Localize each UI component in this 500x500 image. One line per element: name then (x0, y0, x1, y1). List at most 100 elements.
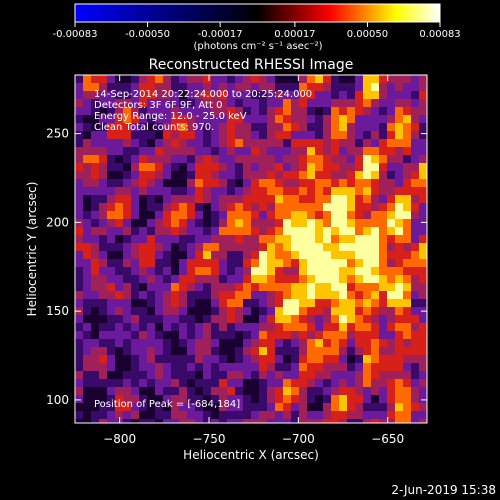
heatmap-cell (227, 379, 235, 387)
heatmap-cell (371, 75, 379, 83)
heatmap-cell (83, 275, 91, 283)
heatmap-cell (123, 187, 131, 195)
heatmap-cell (395, 179, 403, 187)
heatmap-cell (387, 235, 395, 243)
heatmap-cell (363, 251, 371, 259)
heatmap-cell (267, 147, 275, 155)
heatmap-cell (243, 403, 251, 411)
heatmap-cell (163, 331, 171, 339)
heatmap-cell (155, 123, 163, 131)
heatmap-cell (123, 299, 131, 307)
heatmap-cell (411, 267, 419, 275)
heatmap-cell (147, 91, 155, 99)
heatmap-cell (163, 147, 171, 155)
heatmap-cell (235, 411, 243, 419)
heatmap-cell (179, 115, 187, 123)
heatmap-cell (251, 227, 259, 235)
heatmap-cell (291, 307, 299, 315)
heatmap-cell (75, 411, 83, 419)
heatmap-cell (115, 123, 123, 131)
heatmap-cell (251, 155, 259, 163)
heatmap-cell (259, 419, 267, 423)
heatmap-cell (227, 219, 235, 227)
heatmap-cell (307, 179, 315, 187)
heatmap-cell (139, 331, 147, 339)
heatmap-cell (227, 331, 235, 339)
heatmap-cell (187, 307, 195, 315)
heatmap-cell (291, 267, 299, 275)
heatmap-cell (403, 187, 411, 195)
heatmap-cell (355, 363, 363, 371)
heatmap-cell (91, 307, 99, 315)
colorbar-tick-label: -0.00050 (125, 29, 170, 40)
heatmap-cell (275, 299, 283, 307)
heatmap-cell (195, 235, 203, 243)
heatmap-cell (235, 243, 243, 251)
heatmap-cell (107, 147, 115, 155)
heatmap-cell (323, 291, 331, 299)
heatmap-cell (331, 227, 339, 235)
heatmap-cell (275, 395, 283, 403)
heatmap-cell (307, 227, 315, 235)
heatmap-cell (259, 219, 267, 227)
colorbar-tick-label: 0.00017 (274, 29, 315, 40)
heatmap-cell (299, 355, 307, 363)
heatmap-cell (307, 235, 315, 243)
heatmap-cell (195, 131, 203, 139)
heatmap-cell (267, 83, 275, 91)
heatmap-cell (307, 379, 315, 387)
heatmap-cell (195, 371, 203, 379)
heatmap-cell (75, 115, 83, 123)
heatmap-cell (259, 155, 267, 163)
heatmap-cell (387, 387, 395, 395)
heatmap-cell (339, 187, 347, 195)
heatmap-cell (347, 403, 355, 411)
heatmap-cell (107, 275, 115, 283)
heatmap-cell (331, 419, 339, 423)
heatmap-cell (259, 363, 267, 371)
heatmap-cell (131, 163, 139, 171)
heatmap-cell (107, 267, 115, 275)
heatmap-cell (267, 123, 275, 131)
heatmap-cell (203, 227, 211, 235)
heatmap-cell (227, 275, 235, 283)
heatmap-cell (299, 179, 307, 187)
heatmap-cell (339, 235, 347, 243)
heatmap-cell (363, 171, 371, 179)
heatmap-cell (251, 179, 259, 187)
heatmap-cell (363, 379, 371, 387)
heatmap-cell (347, 395, 355, 403)
heatmap-cell (347, 91, 355, 99)
heatmap-cell (131, 147, 139, 155)
heatmap-cell (379, 331, 387, 339)
heatmap-cell (187, 99, 195, 107)
heatmap-cell (219, 307, 227, 315)
heatmap-cell (155, 259, 163, 267)
heatmap-cell (411, 115, 419, 123)
heatmap-cell (387, 211, 395, 219)
heatmap-cell (163, 291, 171, 299)
heatmap-cell (283, 387, 291, 395)
heatmap-cell (131, 379, 139, 387)
heatmap-cell (171, 275, 179, 283)
heatmap-cell (211, 75, 219, 83)
heatmap-cell (315, 203, 323, 211)
heatmap-cell (195, 419, 203, 423)
heatmap-cell (99, 315, 107, 323)
heatmap-cell (339, 331, 347, 339)
heatmap-cell (107, 299, 115, 307)
heatmap-cell (195, 315, 203, 323)
heatmap-cell (371, 355, 379, 363)
heatmap-cell (131, 267, 139, 275)
heatmap-cell (179, 155, 187, 163)
heatmap-cell (347, 299, 355, 307)
heatmap-cell (395, 411, 403, 419)
heatmap-cell (323, 347, 331, 355)
heatmap-cell (139, 379, 147, 387)
heatmap-cell (219, 235, 227, 243)
heatmap-cell (171, 331, 179, 339)
heatmap-cell (315, 347, 323, 355)
heatmap-cell (243, 123, 251, 131)
heatmap-cell (339, 179, 347, 187)
heatmap-cell (315, 83, 323, 91)
